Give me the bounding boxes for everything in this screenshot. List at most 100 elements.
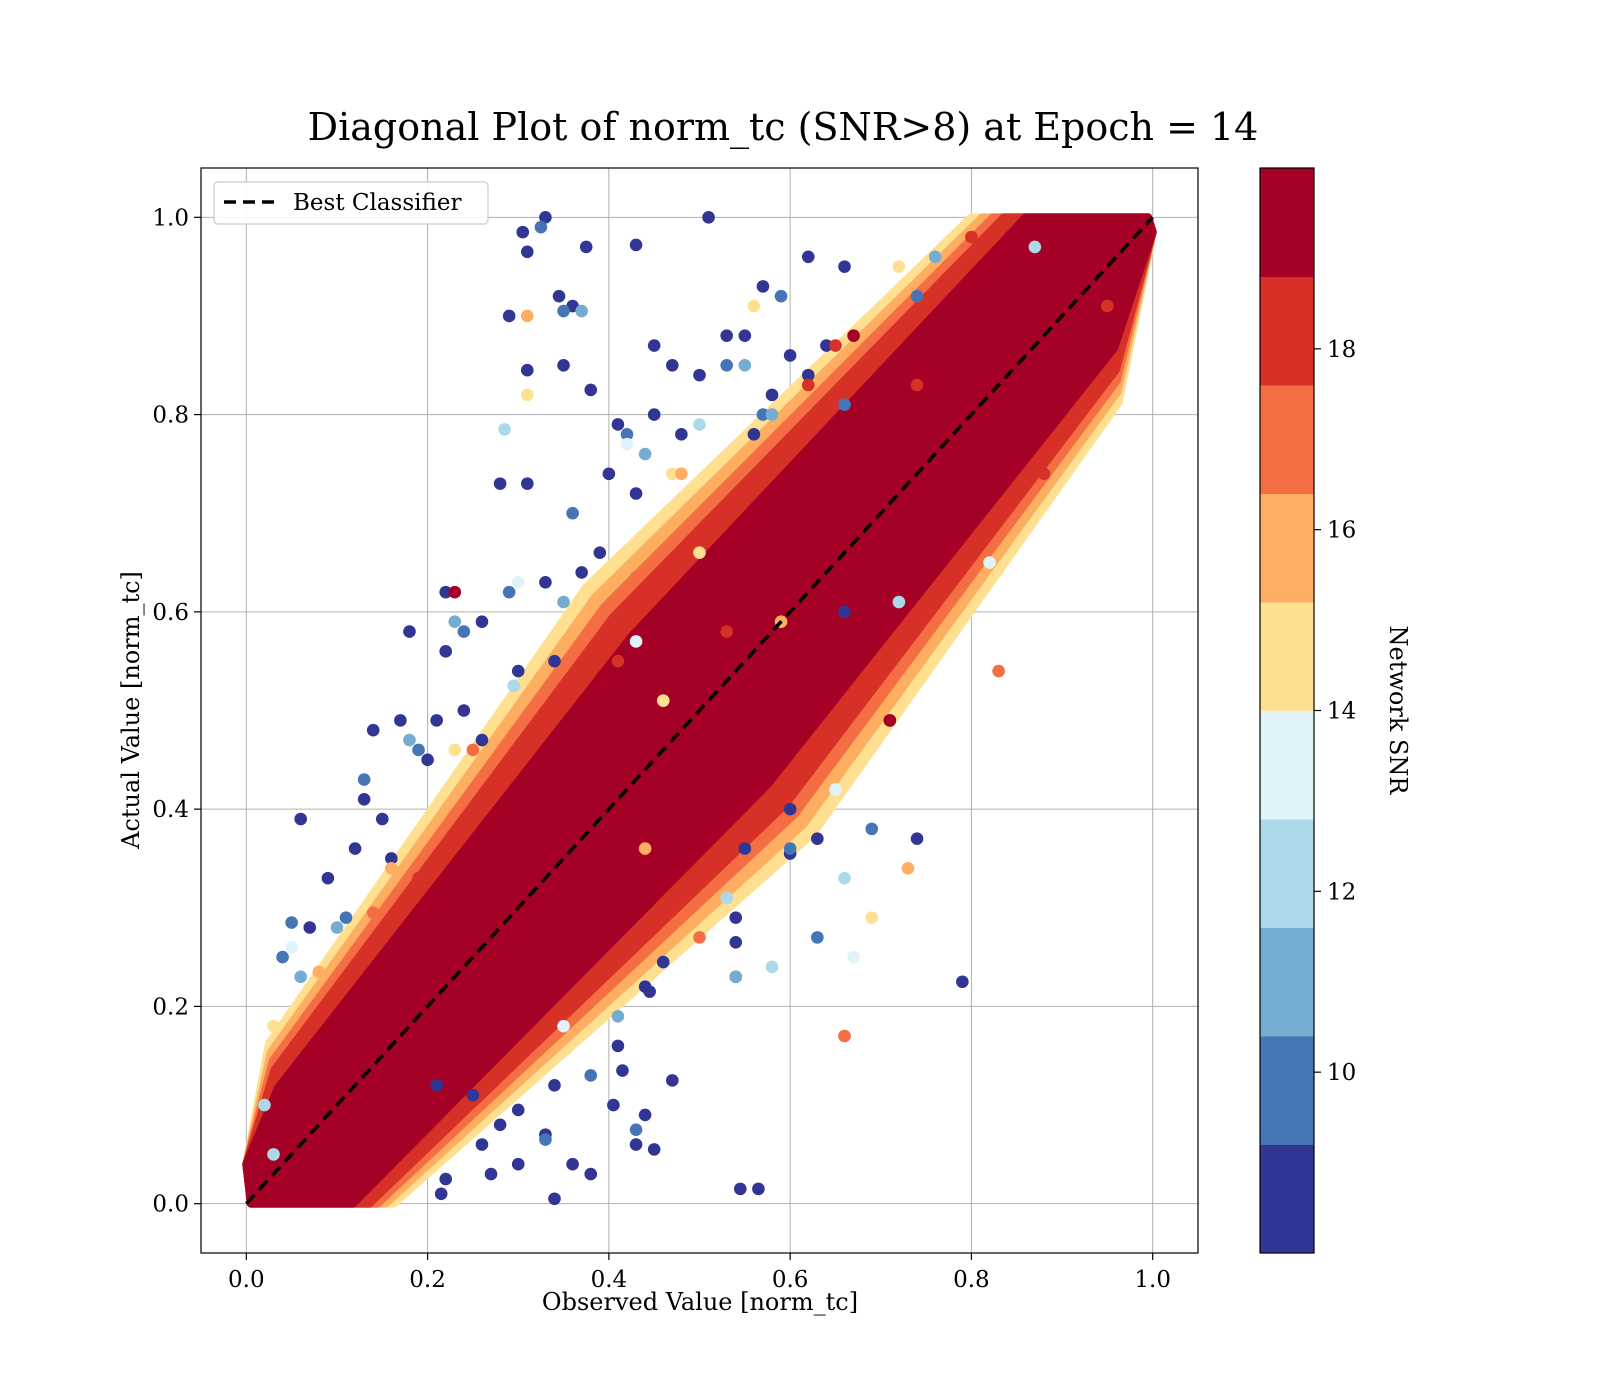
scatter-point — [910, 832, 924, 846]
scatter-point — [638, 842, 652, 855]
scatter-point — [507, 679, 520, 693]
x-axis-ticks: 0.0 0.2 0.4 0.6 0.8 1.0 — [228, 1253, 1171, 1293]
scatter-point — [620, 428, 634, 441]
scatter-point — [258, 1098, 271, 1112]
scatter-point — [611, 418, 625, 431]
scatter-point — [357, 792, 371, 806]
scatter-point — [412, 871, 425, 885]
scatter-point — [774, 289, 788, 303]
scatter-point — [285, 940, 298, 954]
scatter-point — [783, 842, 797, 855]
scatter-point — [502, 585, 516, 599]
scatter-point — [901, 862, 915, 875]
scatter-point — [720, 329, 733, 342]
plot-frame — [200, 167, 1199, 1254]
scatter-point — [607, 1098, 620, 1112]
scatter-point — [765, 960, 779, 974]
x-tick-label: 1.0 — [1134, 1267, 1171, 1293]
scatter-point — [801, 250, 815, 264]
colorbar-segment — [1260, 276, 1314, 386]
scatter-point — [611, 1009, 625, 1023]
scatter-point — [638, 1108, 652, 1122]
scatter-point — [516, 225, 530, 239]
scatter-point — [838, 605, 851, 619]
x-tick-label: 0.6 — [772, 1267, 809, 1293]
y-tick-label: 0.0 — [152, 1192, 189, 1218]
scatter-point — [838, 398, 851, 412]
scatter-point — [729, 911, 743, 924]
scatter-point — [666, 1074, 679, 1087]
colorbar-segment — [1260, 602, 1314, 711]
scatter-point — [584, 1069, 598, 1082]
scatter-point — [847, 950, 860, 964]
colorbar-tick-label: 16 — [1327, 518, 1356, 544]
scatter-point — [548, 1192, 561, 1206]
scatter-point — [910, 378, 924, 392]
scatter-point — [756, 280, 770, 293]
scatter-point — [747, 428, 761, 441]
scatter-point — [910, 289, 924, 303]
scatter-point — [820, 339, 833, 352]
scatter-point — [403, 733, 416, 747]
scatter-point — [838, 1029, 851, 1043]
scatter-point — [992, 664, 1005, 678]
scatter-point — [434, 1187, 448, 1201]
scatter-point — [575, 304, 588, 318]
scatter-point — [539, 575, 552, 589]
x-tick-label: 0.2 — [409, 1267, 446, 1293]
chart-title: Diagonal Plot of norm_tc (SNR>8) at Epoc… — [308, 105, 1259, 150]
scatter-point — [511, 1103, 525, 1117]
scatter-point — [928, 250, 942, 264]
scatter-point — [756, 408, 770, 421]
scatter-point — [366, 906, 380, 920]
scatter-point — [475, 733, 489, 747]
scatter-point — [557, 1019, 570, 1033]
y-tick-label: 0.8 — [152, 403, 189, 429]
scatter-point — [548, 1079, 561, 1092]
scatter-point — [534, 220, 548, 234]
scatter-point — [783, 349, 797, 362]
colorbar-segment — [1260, 493, 1314, 603]
y-tick-label: 0.2 — [152, 994, 189, 1020]
scatter-point — [394, 714, 407, 727]
scatter-point — [838, 260, 851, 273]
scatter-point — [412, 743, 425, 757]
scatter-point — [552, 289, 566, 303]
scatter-point — [498, 423, 511, 436]
scatter-point — [294, 812, 308, 826]
scatter-point — [738, 329, 752, 342]
scatter-point — [638, 447, 652, 461]
scatter-point — [457, 625, 471, 638]
scatter-point — [575, 566, 588, 579]
scatter-point — [348, 842, 362, 855]
scatter-point — [330, 921, 344, 934]
scatter-point — [557, 595, 570, 609]
colorbar — [1260, 168, 1314, 1254]
scatter-point — [693, 546, 706, 559]
legend: Best Classifier — [213, 181, 489, 225]
scatter-point — [566, 506, 579, 520]
scatter-point — [267, 1019, 280, 1033]
scatter-point — [765, 388, 779, 402]
scatter-point — [629, 571, 643, 584]
scatter-point — [493, 1118, 507, 1132]
scatter-point — [366, 723, 380, 737]
scatter-point — [520, 363, 534, 377]
scatter-point — [520, 477, 534, 490]
scatter-point — [448, 585, 462, 599]
scatter-point — [430, 714, 443, 727]
scatter-point — [611, 654, 625, 668]
scatter-point — [475, 615, 489, 629]
scatter-point — [611, 1039, 625, 1053]
scatter-point — [747, 299, 761, 313]
scatter-point — [675, 428, 688, 441]
scatter-point — [629, 1138, 643, 1151]
scatter-point — [385, 852, 398, 865]
scatter-point — [439, 1172, 453, 1186]
scatter-point — [811, 931, 824, 944]
scatter-point — [801, 368, 815, 382]
scatter-point — [629, 635, 643, 648]
scatter-point — [656, 955, 670, 969]
scatter-point — [829, 783, 842, 796]
